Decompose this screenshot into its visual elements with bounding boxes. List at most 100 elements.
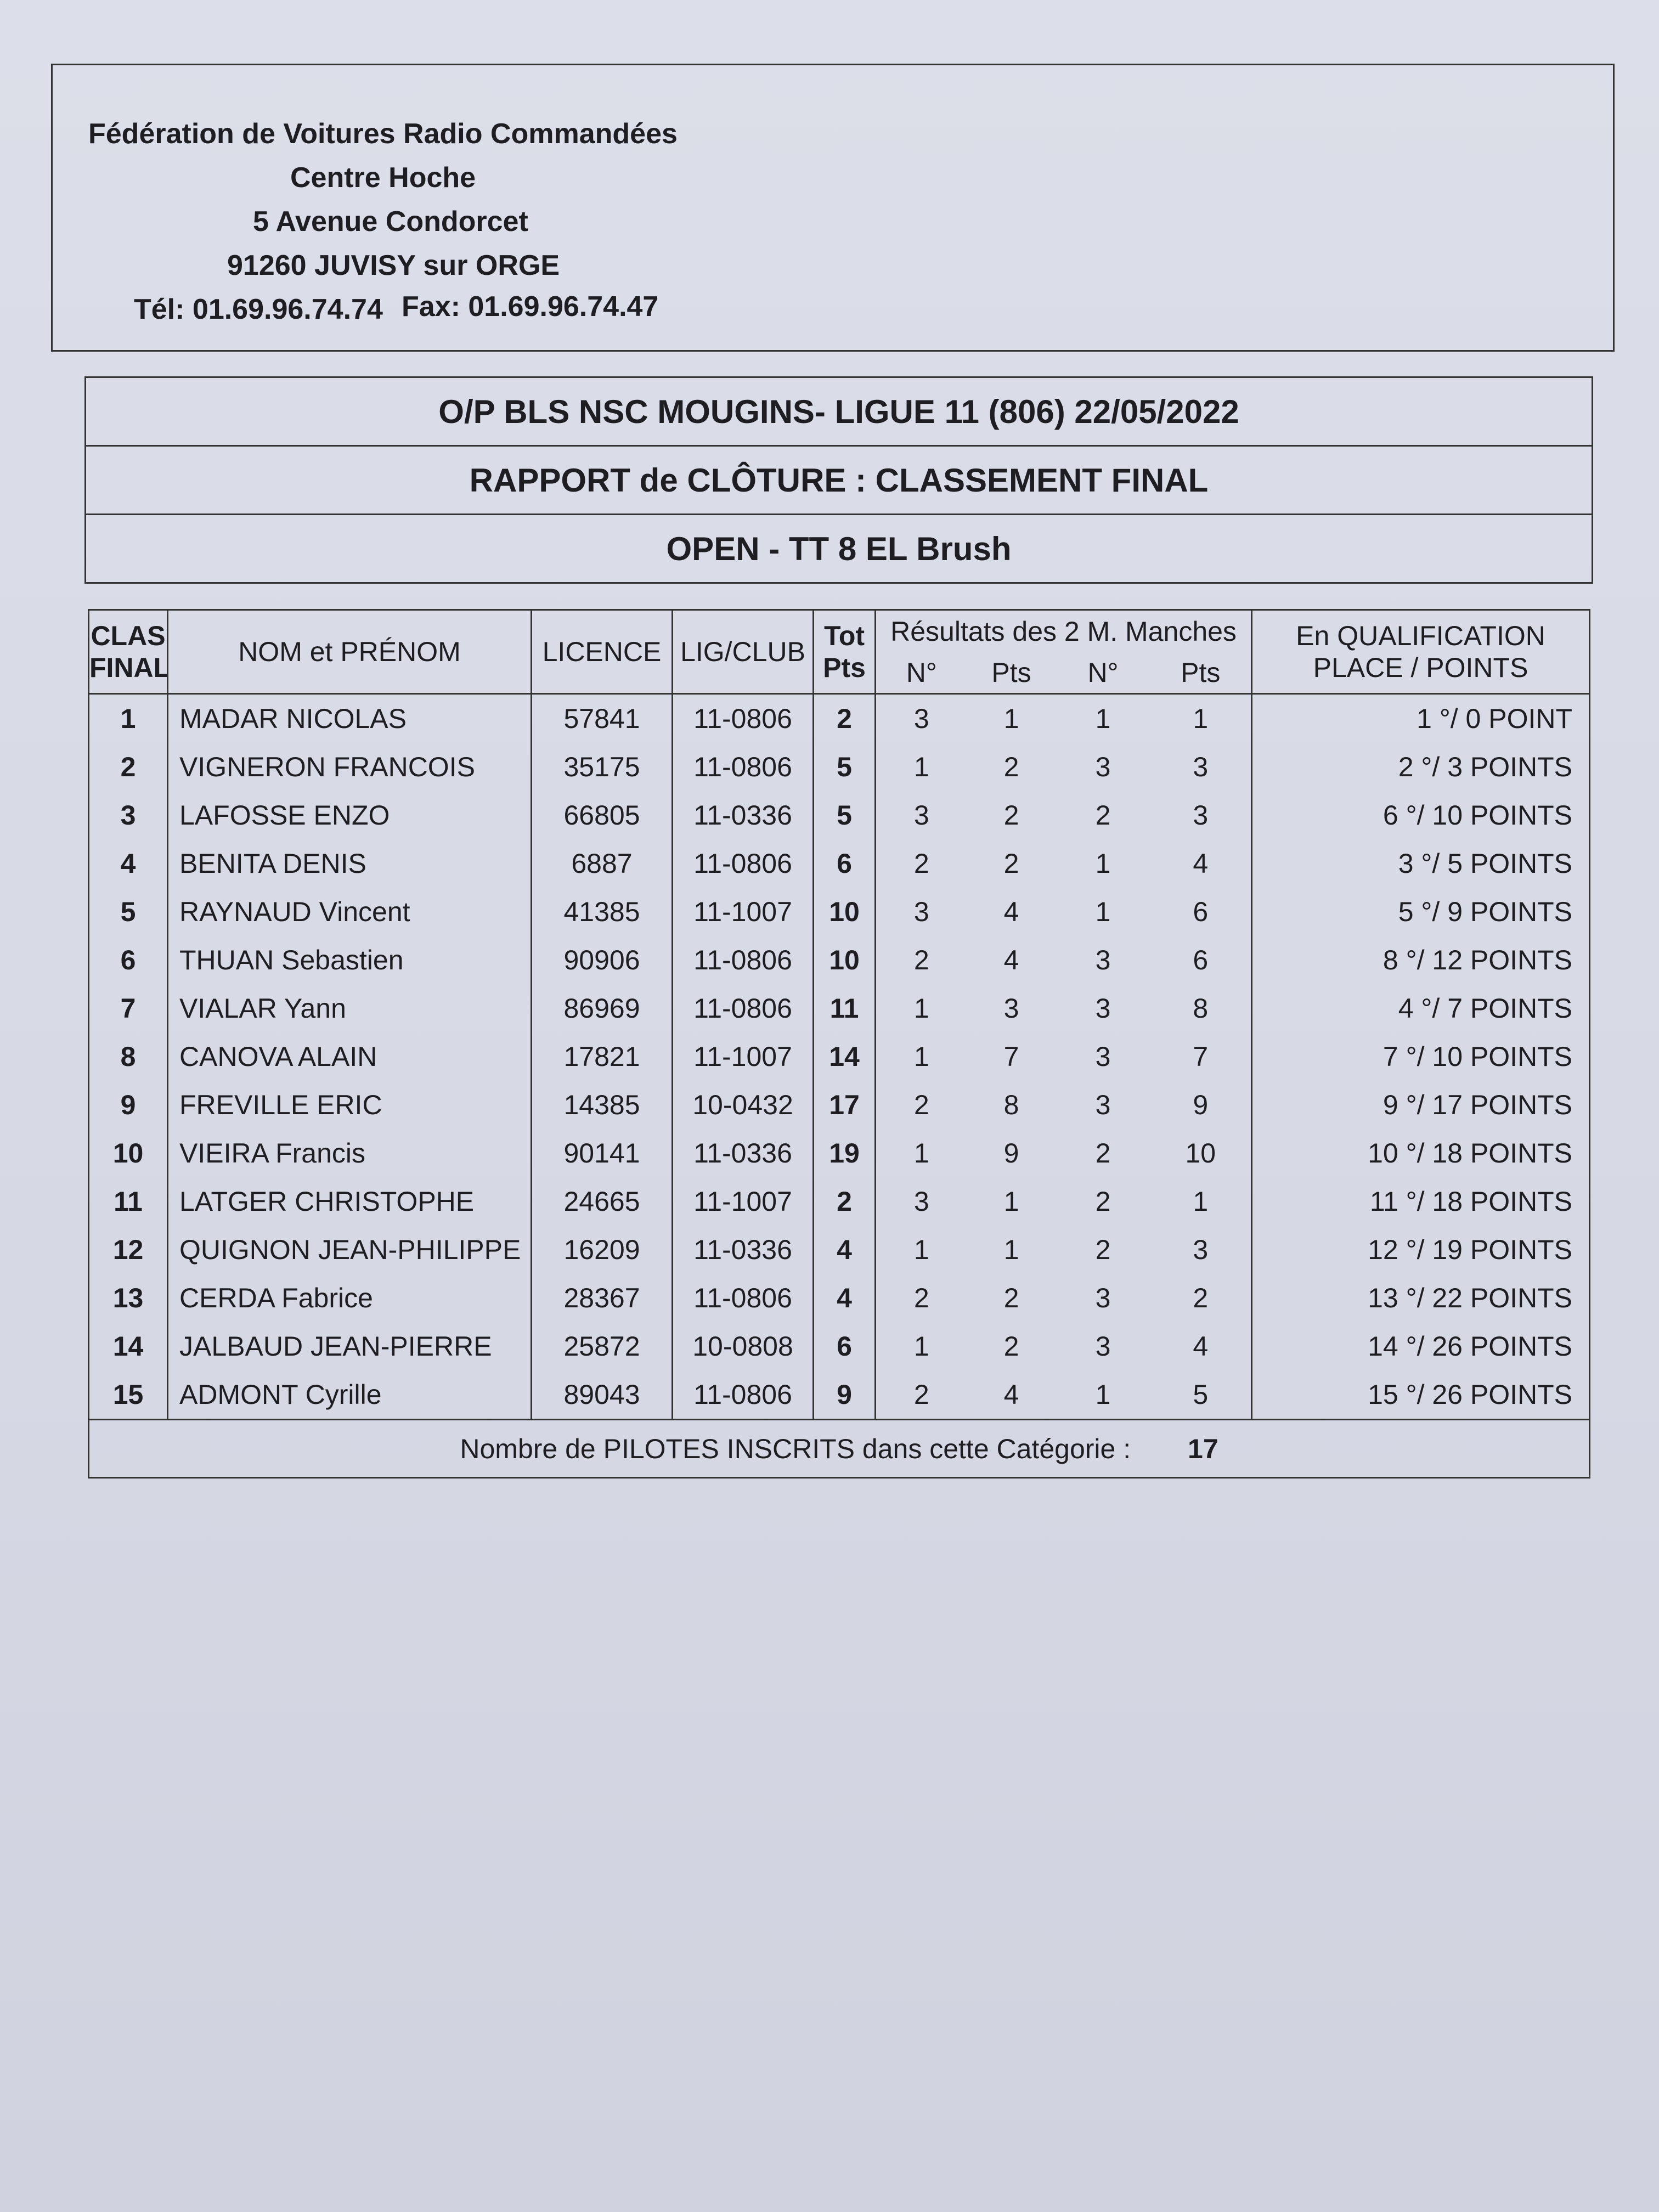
- cell-heat1-number: 1: [874, 1129, 967, 1177]
- results-table: CLAS FINAL NOM et PRÉNOM LICENCE LIG/CLUB…: [87, 609, 1591, 1479]
- cell-licence: 17821: [531, 1032, 673, 1081]
- cell-club: 11-0336: [672, 1226, 814, 1274]
- cell-rank: 4: [88, 839, 168, 888]
- cell-rank: 7: [88, 984, 168, 1032]
- cell-heat1-number: 1: [874, 743, 967, 791]
- header-results: Résultats des 2 M. Manches: [874, 610, 1253, 652]
- cell-club: 11-0336: [672, 1129, 814, 1177]
- cell-pilot-name: ADMONT Cyrille: [167, 1370, 532, 1420]
- cell-rank: 10: [88, 1129, 168, 1177]
- cell-rank: 12: [88, 1226, 168, 1274]
- cell-qualification: 7 °/ 10 POINTS: [1251, 1032, 1591, 1081]
- cell-pilot-name: VIEIRA Francis: [167, 1129, 532, 1177]
- cell-heat2-points: 4: [1150, 1322, 1253, 1370]
- cell-heat1-number: 3: [874, 791, 967, 839]
- footer-label: Nombre de PILOTES INSCRITS dans cette Ca…: [460, 1433, 1131, 1464]
- table-row: 3 LAFOSSE ENZO 66805 11-0336 5 3 2 2 3 6 °/ 10 PO…: [88, 791, 1591, 839]
- cell-heat1-points: 7: [1003, 1041, 1019, 1072]
- cell-heat2-points: 1: [1150, 693, 1253, 743]
- cell-heat2-points: 3: [1150, 1226, 1253, 1274]
- cell-heat1-points: 2: [1003, 1283, 1019, 1313]
- cell-rank: 14: [88, 1322, 168, 1370]
- table-row: 8 CANOVA ALAIN 17821 11-1007 14 1 7 3 7 7 °/ 10 P…: [88, 1032, 1591, 1081]
- header-licence: LICENCE: [531, 610, 673, 695]
- cell-heat2-points: 10: [1150, 1129, 1253, 1177]
- cell-licence: 25872: [531, 1322, 673, 1370]
- cell-heat1-number: 2: [874, 1274, 967, 1322]
- registered-pilots-summary: Nombre de PILOTES INSCRITS dans cette Ca…: [87, 1419, 1591, 1478]
- cell-qualification: 9 °/ 17 POINTS: [1251, 1081, 1591, 1129]
- cell-heat2-points: 3: [1150, 743, 1253, 791]
- cell-heat1-number: 1: [874, 1322, 967, 1370]
- cell-pilot-name: LATGER CHRISTOPHE: [167, 1177, 532, 1226]
- cell-qualification: 3 °/ 5 POINTS: [1251, 839, 1591, 888]
- cell-heat2-number: 1: [1095, 848, 1111, 879]
- cell-heat1-number: 2: [874, 1370, 967, 1420]
- table-row: 14 JALBAUD JEAN-PIERRE 25872 10-0808 6 1 2 3 4 14…: [88, 1322, 1591, 1370]
- table-row: 15 ADMONT Cyrille 89043 11-0806 9 2 4 1 5 15 °/ 2…: [88, 1370, 1591, 1420]
- cell-heat2-number: 3: [1095, 1090, 1111, 1120]
- table-row: 9 FREVILLE ERIC 14385 10-0432 17 2 8 3 9 9 °/ 17 …: [88, 1081, 1591, 1129]
- cell-club: 11-0806: [672, 839, 814, 888]
- cell-heat2-number: 3: [1095, 945, 1111, 975]
- cell-heat2-points: 4: [1150, 839, 1253, 888]
- cell-club: 11-0806: [672, 936, 814, 984]
- cell-heat2-number: 2: [1095, 1186, 1111, 1217]
- federation-street: 5 Avenue Condorcet: [253, 206, 528, 238]
- cell-qualification: 13 °/ 22 POINTS: [1251, 1274, 1591, 1322]
- cell-pilot-name: THUAN Sebastien: [167, 936, 532, 984]
- cell-licence: 90141: [531, 1129, 673, 1177]
- table-row: 13 CERDA Fabrice 28367 11-0806 4 2 2 3 2 13 °/ 22…: [88, 1274, 1591, 1322]
- cell-heat1-number: 2: [874, 1081, 967, 1129]
- cell-rank: 9: [88, 1081, 168, 1129]
- cell-licence: 28367: [531, 1274, 673, 1322]
- cell-club: 10-0808: [672, 1322, 814, 1370]
- cell-heat1-number: 2: [874, 839, 967, 888]
- cell-rank: 13: [88, 1274, 168, 1322]
- cell-heat2-points: 2: [1150, 1274, 1253, 1322]
- table-row: 4 BENITA DENIS 6887 11-0806 6 2 2 1 4 3 °/ 5 POIN…: [88, 839, 1591, 888]
- cell-pilot-name: LAFOSSE ENZO: [167, 791, 532, 839]
- cell-rank: 5: [88, 888, 168, 936]
- cell-total-points: 6: [812, 1322, 876, 1370]
- cell-pilot-name: CANOVA ALAIN: [167, 1032, 532, 1081]
- cell-heat2-number: 3: [1095, 752, 1111, 782]
- cell-heat1-points: 3: [1003, 993, 1019, 1024]
- cell-heat1-number: 3: [874, 1177, 967, 1226]
- cell-rank: 3: [88, 791, 168, 839]
- header-total-points: Tot Pts: [812, 610, 876, 695]
- cell-heat2-points: 9: [1150, 1081, 1253, 1129]
- table-row: 1 MADAR NICOLAS 57841 11-0806 2 3 1 1 1 1 °/ 0 PO…: [88, 693, 1591, 743]
- cell-heat1-points: 2: [1003, 1331, 1019, 1362]
- header-p2: Pts: [1150, 652, 1253, 695]
- cell-qualification: 12 °/ 19 POINTS: [1251, 1226, 1591, 1274]
- header-n1: N°: [874, 652, 967, 695]
- cell-qualification: 11 °/ 18 POINTS: [1251, 1177, 1591, 1226]
- cell-total-points: 17: [812, 1081, 876, 1129]
- cell-club: 11-0336: [672, 791, 814, 839]
- cell-heat2-points: 3: [1150, 791, 1253, 839]
- cell-heat1-points: 4: [1003, 896, 1019, 927]
- table-row: 2 VIGNERON FRANCOIS 35175 11-0806 5 1 2 3 3 2 °/ …: [88, 743, 1591, 791]
- cell-club: 10-0432: [672, 1081, 814, 1129]
- cell-heat2-number: 3: [1095, 1041, 1111, 1072]
- cell-licence: 16209: [531, 1226, 673, 1274]
- cell-qualification: 8 °/ 12 POINTS: [1251, 936, 1591, 984]
- cell-pilot-name: CERDA Fabrice: [167, 1274, 532, 1322]
- cell-heat1-number: 1: [874, 984, 967, 1032]
- cell-heat2-number: 1: [1095, 896, 1111, 927]
- category-title: OPEN - TT 8 EL Brush: [666, 530, 1012, 567]
- cell-heat1-points: 4: [1003, 1379, 1019, 1410]
- cell-heat2-number: 2: [1095, 800, 1111, 831]
- cell-pilot-name: FREVILLE ERIC: [167, 1081, 532, 1129]
- cell-heat1-number: 1: [874, 1226, 967, 1274]
- cell-heat1-points: 2: [1003, 800, 1019, 831]
- cell-licence: 24665: [531, 1177, 673, 1226]
- cell-heat1-points: 4: [1003, 945, 1019, 975]
- cell-total-points: 5: [812, 791, 876, 839]
- table-row: 12 QUIGNON JEAN-PHILIPPE 16209 11-0336 4 1 1 2 3…: [88, 1226, 1591, 1274]
- cell-heat1-number: 3: [874, 888, 967, 936]
- cell-qualification: 2 °/ 3 POINTS: [1251, 743, 1591, 791]
- cell-licence: 90906: [531, 936, 673, 984]
- cell-heat2-number: 1: [1095, 1379, 1111, 1410]
